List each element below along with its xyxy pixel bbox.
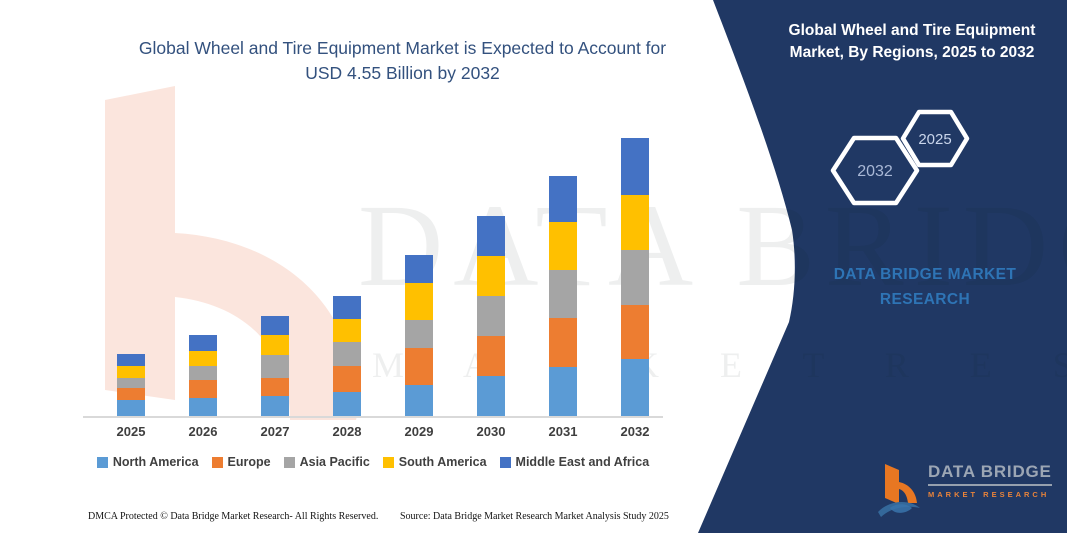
data-bridge-logo-text: DATA BRIDGE MARKET RESEARCH bbox=[928, 462, 1052, 499]
stacked-bar-2026 bbox=[189, 124, 217, 416]
bar-segment-south-america-2029 bbox=[405, 283, 433, 320]
chart-title-line1: Global Wheel and Tire Equipment Market i… bbox=[138, 38, 667, 58]
hexagon-2032-outline bbox=[830, 135, 920, 206]
x-axis-label-2027: 2027 bbox=[260, 424, 290, 439]
legend-label-europe: Europe bbox=[227, 455, 271, 469]
footer-dmca-text: DMCA Protected © Data Bridge Market Rese… bbox=[88, 511, 379, 522]
legend-item-north-america: North America bbox=[96, 455, 199, 469]
chart-legend: North America Europe Asia Pacific South Ame… bbox=[70, 455, 676, 469]
bar-segment-middle-east-and-africa-2025 bbox=[117, 354, 145, 366]
x-axis-label-2025: 2025 bbox=[116, 424, 146, 439]
chart-title-line2: USD 4.55 Billion by 2032 bbox=[305, 62, 500, 83]
plot-area bbox=[83, 124, 663, 418]
bar-segment-middle-east-and-africa-2029 bbox=[405, 255, 433, 283]
bar-segment-north-america-2027 bbox=[261, 396, 289, 416]
x-axis-label-2029: 2029 bbox=[404, 424, 434, 439]
legend-item-europe: Europe bbox=[211, 455, 271, 469]
stacked-bar-2032 bbox=[621, 124, 649, 416]
bar-segment-north-america-2028 bbox=[333, 392, 361, 416]
hexagon-2025-outline bbox=[900, 109, 970, 168]
data-bridge-logo-icon bbox=[878, 464, 920, 517]
x-axis-label-2031: 2031 bbox=[548, 424, 578, 439]
bar-segment-middle-east-and-africa-2032 bbox=[621, 138, 649, 195]
legend-item-middle-east-and-africa: Middle East and Africa bbox=[499, 455, 650, 469]
logo-subtitle: MARKET RESEARCH bbox=[928, 490, 1050, 499]
x-axis-label-2030: 2030 bbox=[476, 424, 506, 439]
stacked-bar-2027 bbox=[261, 124, 289, 416]
legend-label-south-america: South America bbox=[398, 455, 487, 469]
sidebar-brand-line1: DATA BRIDGE MARKET bbox=[833, 266, 1017, 283]
bar-segment-asia-pacific-2032 bbox=[621, 250, 649, 305]
data-bridge-logo: DATA BRIDGE MARKET RESEARCH bbox=[876, 462, 1052, 520]
legend-swatch-south-america bbox=[382, 456, 394, 468]
bar-segment-south-america-2030 bbox=[477, 256, 505, 296]
legend-label-north-america: North America bbox=[112, 455, 199, 469]
stacked-bar-2025 bbox=[117, 124, 145, 416]
bar-segment-europe-2027 bbox=[261, 378, 289, 396]
sidebar-panel-shape bbox=[698, 0, 1067, 533]
x-axis-label-2032: 2032 bbox=[620, 424, 650, 439]
bar-segment-asia-pacific-2026 bbox=[189, 366, 217, 380]
stacked-bar-2031 bbox=[549, 124, 577, 416]
bar-segment-north-america-2032 bbox=[621, 359, 649, 416]
chart-title: Global Wheel and Tire Equipment Market i… bbox=[85, 36, 720, 86]
bar-segment-asia-pacific-2030 bbox=[477, 296, 505, 336]
legend-label-asia-pacific: Asia Pacific bbox=[299, 455, 370, 469]
bar-segment-north-america-2031 bbox=[549, 367, 577, 416]
legend-swatch-asia-pacific bbox=[283, 456, 295, 468]
hexagon-2032-label: 2032 bbox=[857, 163, 893, 180]
bar-segment-middle-east-and-africa-2028 bbox=[333, 296, 361, 319]
legend-swatch-north-america bbox=[96, 456, 108, 468]
bar-segment-middle-east-and-africa-2027 bbox=[261, 316, 289, 335]
sidebar-brand-line2: RESEARCH bbox=[879, 291, 971, 308]
x-axis-label-2028: 2028 bbox=[332, 424, 362, 439]
bar-segment-europe-2028 bbox=[333, 366, 361, 392]
sidebar-heading: Global Wheel and Tire Equipment Market, … bbox=[788, 22, 1036, 62]
logo-name: DATA BRIDGE bbox=[928, 462, 1052, 486]
bar-segment-south-america-2026 bbox=[189, 351, 217, 366]
bar-segment-middle-east-and-africa-2030 bbox=[477, 216, 505, 256]
legend-item-south-america: South America bbox=[382, 455, 487, 469]
legend-swatch-europe bbox=[211, 456, 223, 468]
bar-segment-asia-pacific-2028 bbox=[333, 342, 361, 366]
stacked-bar-2030 bbox=[477, 124, 505, 416]
hexagon-2025-label: 2025 bbox=[918, 131, 951, 148]
bar-segment-europe-2029 bbox=[405, 348, 433, 385]
legend-item-asia-pacific: Asia Pacific bbox=[283, 455, 370, 469]
legend-label-middle-east-and-africa: Middle East and Africa bbox=[515, 455, 650, 469]
bar-segment-south-america-2025 bbox=[117, 366, 145, 378]
bar-segment-south-america-2028 bbox=[333, 319, 361, 342]
legend-swatch-middle-east-and-africa bbox=[499, 456, 511, 468]
bar-segment-europe-2025 bbox=[117, 388, 145, 400]
bar-segment-europe-2031 bbox=[549, 318, 577, 367]
bar-segment-north-america-2029 bbox=[405, 385, 433, 416]
footer-source-text: Source: Data Bridge Market Research Mark… bbox=[400, 511, 669, 522]
bar-segment-middle-east-and-africa-2031 bbox=[549, 176, 577, 222]
hexagon-badges: 2032 2025 bbox=[830, 109, 970, 206]
bar-segment-europe-2026 bbox=[189, 380, 217, 398]
bar-segment-middle-east-and-africa-2026 bbox=[189, 335, 217, 351]
bar-segment-south-america-2032 bbox=[621, 195, 649, 250]
sidebar-brand-text: DATA BRIDGE MARKET RESEARCH bbox=[790, 262, 1060, 312]
x-axis-label-2026: 2026 bbox=[188, 424, 218, 439]
bar-segment-south-america-2031 bbox=[549, 222, 577, 270]
stacked-bar-2029 bbox=[405, 124, 433, 416]
bar-segment-north-america-2026 bbox=[189, 398, 217, 416]
bar-segment-asia-pacific-2031 bbox=[549, 270, 577, 318]
bar-segment-south-america-2027 bbox=[261, 335, 289, 355]
bar-segment-asia-pacific-2025 bbox=[117, 378, 145, 388]
bar-segment-north-america-2025 bbox=[117, 400, 145, 416]
bar-segment-north-america-2030 bbox=[477, 376, 505, 416]
stacked-bar-2028 bbox=[333, 124, 361, 416]
bar-segment-europe-2030 bbox=[477, 336, 505, 376]
bar-segment-asia-pacific-2027 bbox=[261, 355, 289, 378]
bar-segment-europe-2032 bbox=[621, 305, 649, 359]
bar-segment-asia-pacific-2029 bbox=[405, 320, 433, 348]
